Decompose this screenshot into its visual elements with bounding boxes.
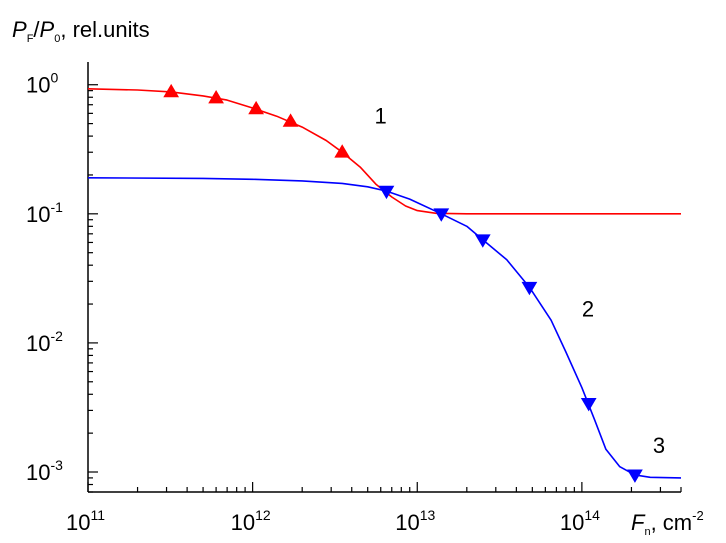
axis-ticks (87, 84, 682, 493)
series-layer (87, 83, 682, 483)
series-2-marker (378, 185, 395, 200)
x-tick-label: 1011 (66, 507, 105, 535)
x-tick-label: 1014 (560, 507, 600, 535)
curve-label-1: 1 (375, 104, 387, 129)
series-1-line (87, 88, 681, 215)
series-2-line (87, 177, 682, 479)
tick-labels: 1011 1012 1013 1014 100 10-1 10-2 10-3 (26, 70, 600, 535)
series-1-marker (248, 100, 264, 115)
series-2-marker (433, 208, 450, 222)
y-tick-label: 10-2 (26, 328, 63, 356)
series-1-marker (208, 89, 224, 104)
x-tick-label: 1013 (395, 507, 435, 535)
series-2-marker (521, 281, 538, 296)
y-tick-label: 10-1 (26, 199, 63, 227)
x-tick-label: 1012 (231, 507, 271, 535)
series-2-marker (627, 469, 643, 483)
y-axis-title: PF/P0, rel.units (12, 17, 150, 45)
curve-label-3: 3 (653, 433, 665, 458)
y-tick-label: 100 (26, 70, 58, 98)
series-1-marker (282, 113, 299, 127)
series-2-marker (580, 397, 597, 412)
series-1-marker (163, 83, 180, 98)
y-tick-label: 10-3 (26, 457, 63, 485)
annotation-layer: 1 2 3 (375, 104, 666, 459)
series-2-marker (474, 234, 491, 248)
series-1-marker (334, 144, 351, 158)
curve-label-2: 2 (582, 297, 594, 322)
x-axis-title: Fn, cm-2 (631, 508, 704, 538)
